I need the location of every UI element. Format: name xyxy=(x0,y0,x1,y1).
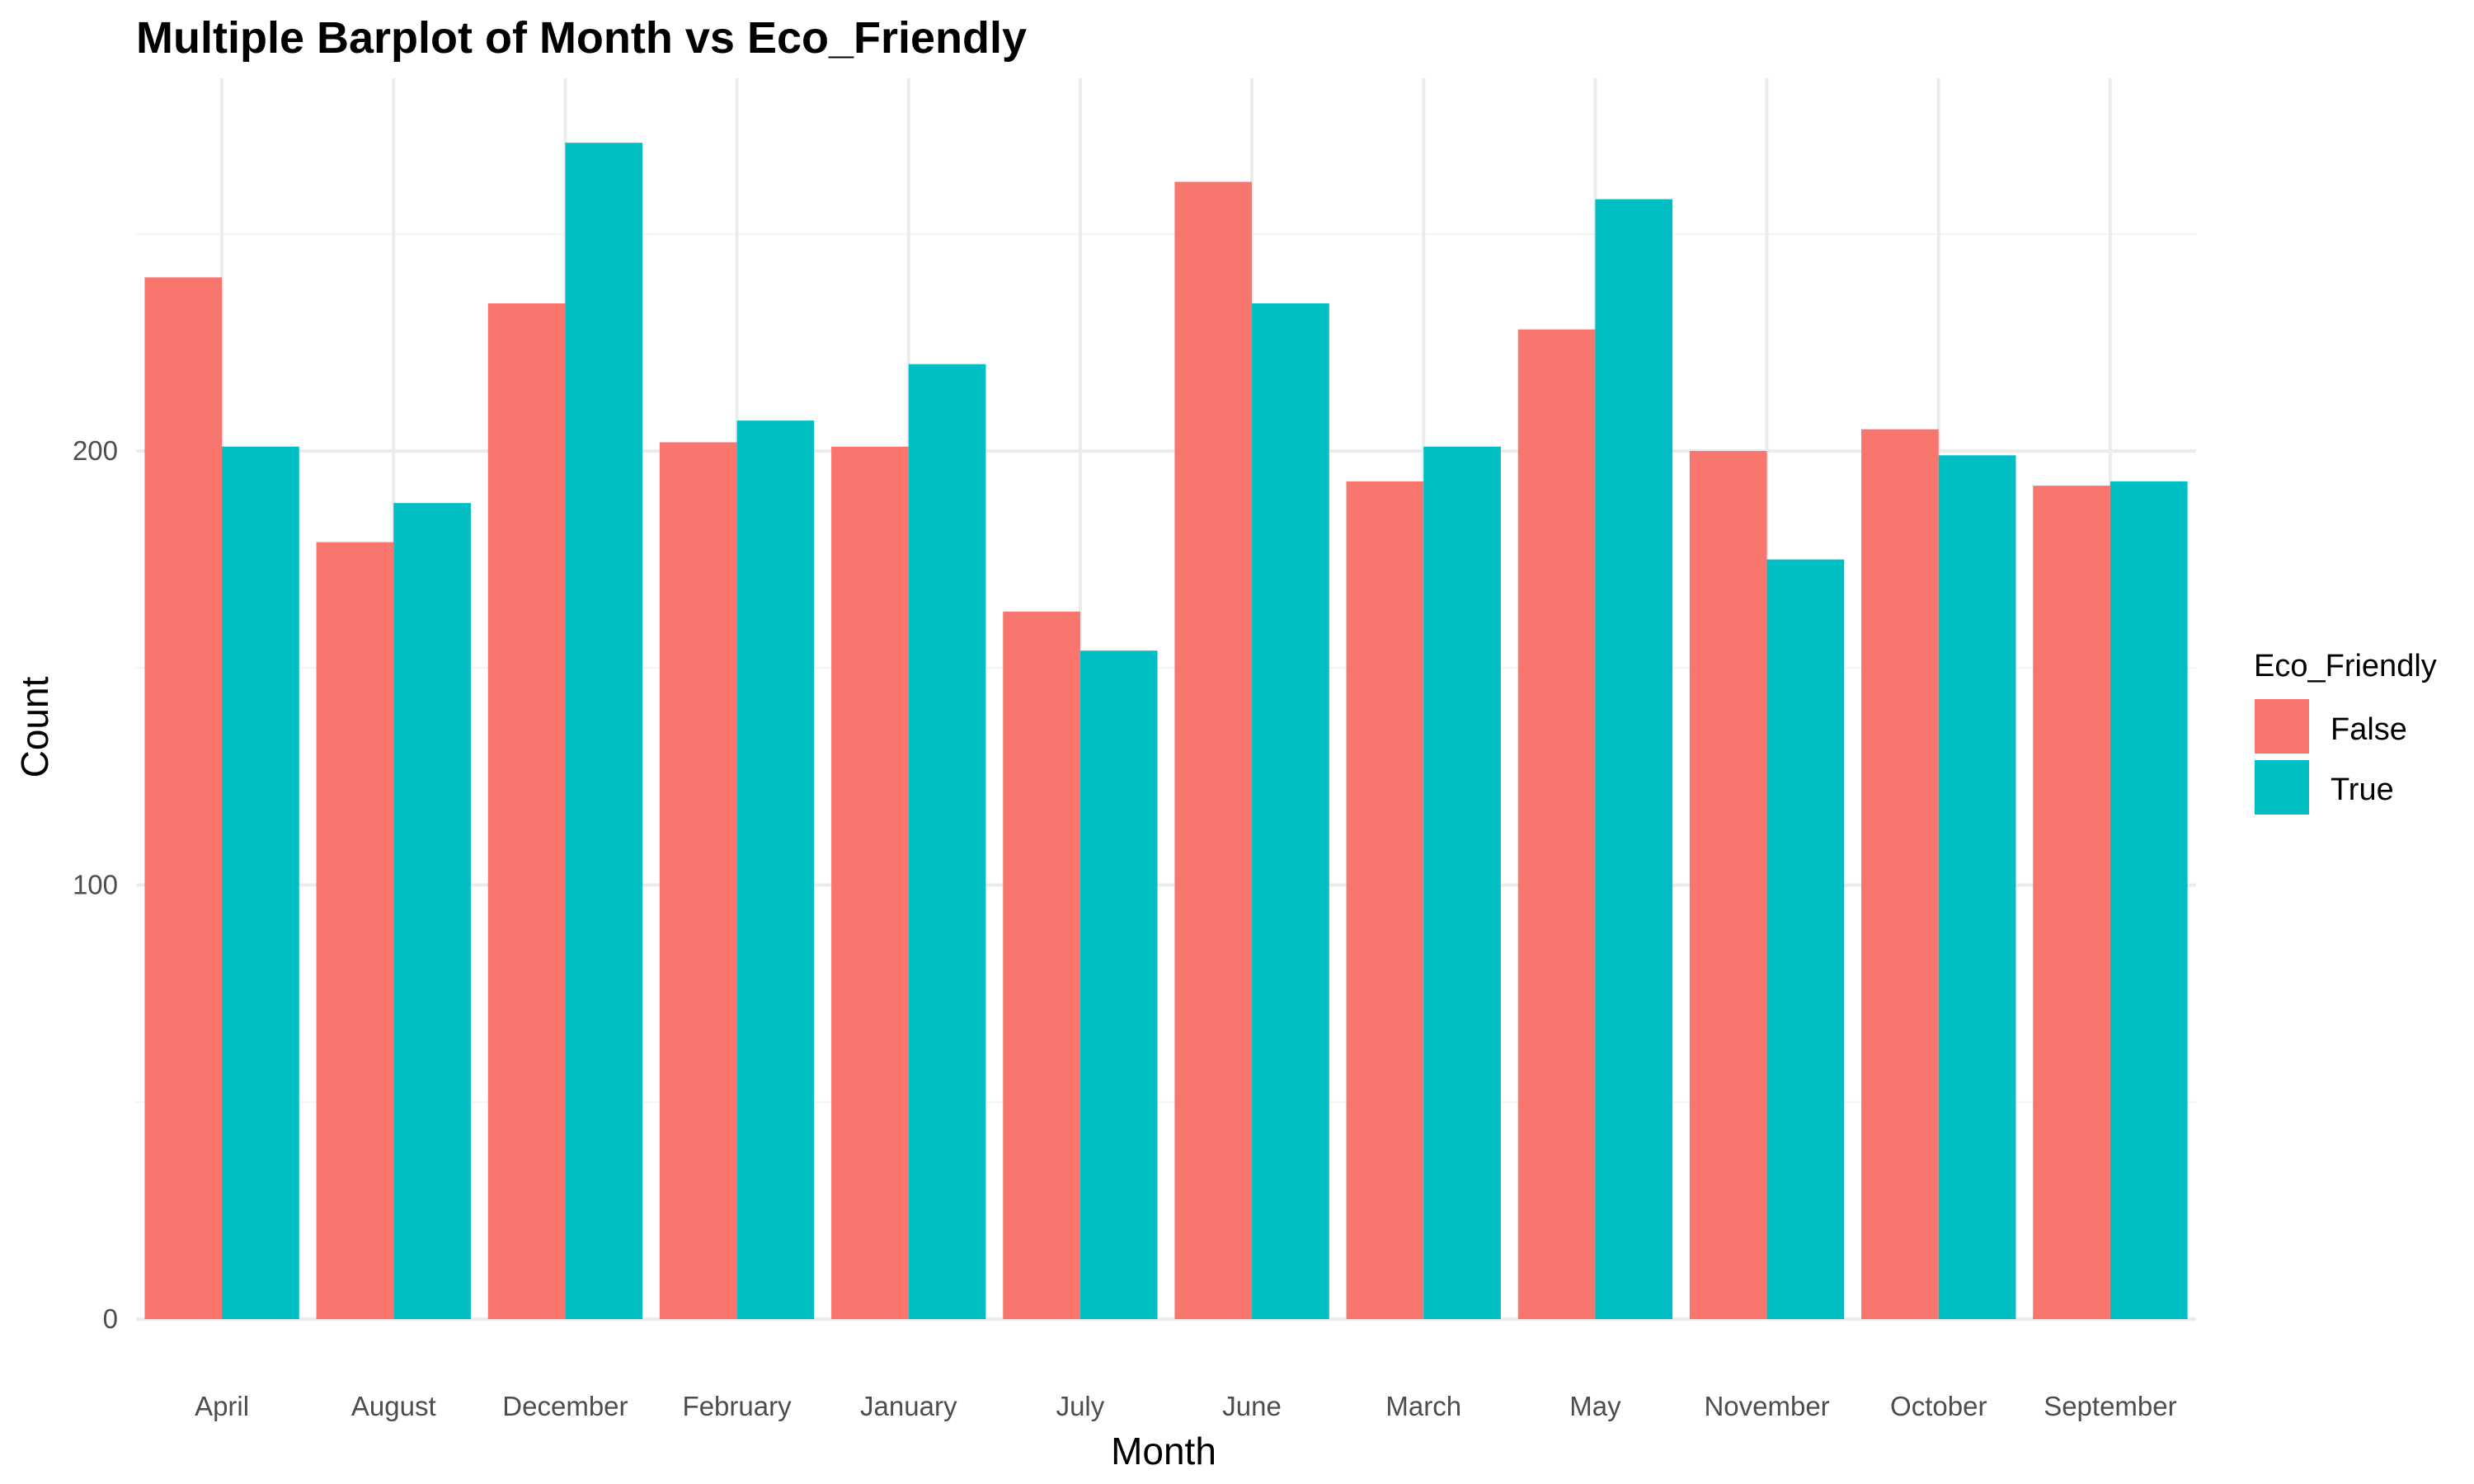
y-tick-label: 0 xyxy=(103,1303,118,1334)
x-tick-label: August xyxy=(351,1391,436,1421)
x-tick-label: September xyxy=(2044,1391,2176,1421)
bar-august-true xyxy=(393,503,471,1319)
x-tick-label: January xyxy=(860,1391,957,1421)
bar-october-true xyxy=(1938,455,2016,1319)
legend-swatch-true xyxy=(2255,760,2309,815)
bars xyxy=(144,143,2188,1320)
x-tick-label: May xyxy=(1569,1391,1621,1421)
legend: Eco_Friendly False True xyxy=(2254,649,2437,815)
bar-february-true xyxy=(736,420,815,1319)
bar-december-true xyxy=(565,143,643,1320)
bar-july-true xyxy=(1079,650,1158,1319)
y-axis-title: Count xyxy=(13,676,56,777)
x-tick-label: December xyxy=(502,1391,628,1421)
legend-swatch-false xyxy=(2255,699,2309,754)
bar-september-true xyxy=(2109,481,2188,1319)
bar-may-true xyxy=(1595,199,1673,1319)
x-axis-ticks: April August December February January July Ju… xyxy=(195,1391,2177,1421)
bar-september-false xyxy=(2033,486,2110,1319)
bar-july-false xyxy=(1003,611,1080,1319)
y-tick-label: 100 xyxy=(73,870,118,900)
bar-november-true xyxy=(1766,559,1845,1320)
y-tick-label: 200 xyxy=(73,435,118,466)
x-tick-label: March xyxy=(1385,1391,1461,1421)
legend-label-false: False xyxy=(2331,712,2407,747)
bar-april-false xyxy=(144,277,223,1319)
x-tick-label: October xyxy=(1890,1391,1987,1421)
bar-may-false xyxy=(1517,329,1596,1320)
bar-january-false xyxy=(831,446,909,1319)
bar-november-false xyxy=(1689,451,1767,1319)
x-tick-label: July xyxy=(1056,1391,1105,1421)
bar-october-false xyxy=(1861,429,1939,1320)
legend-title: Eco_Friendly xyxy=(2254,649,2437,683)
x-axis-title: Month xyxy=(1111,1430,1216,1472)
bar-august-false xyxy=(316,542,394,1319)
y-axis-ticks: 0 100 200 xyxy=(73,435,118,1334)
chart-title: Multiple Barplot of Month vs Eco_Friendl… xyxy=(136,13,1027,63)
bar-june-false xyxy=(1174,181,1253,1319)
bar-june-true xyxy=(1252,303,1329,1319)
x-tick-label: November xyxy=(1704,1391,1829,1421)
bar-december-false xyxy=(487,303,566,1319)
x-tick-label: April xyxy=(195,1391,249,1421)
x-tick-label: February xyxy=(683,1391,793,1421)
legend-label-true: True xyxy=(2331,773,2394,807)
x-tick-label: June xyxy=(1222,1391,1282,1421)
bar-february-false xyxy=(659,442,737,1319)
bar-april-true xyxy=(222,446,299,1319)
bar-march-true xyxy=(1423,446,1501,1319)
bar-january-true xyxy=(908,364,986,1320)
bar-march-false xyxy=(1346,481,1424,1319)
